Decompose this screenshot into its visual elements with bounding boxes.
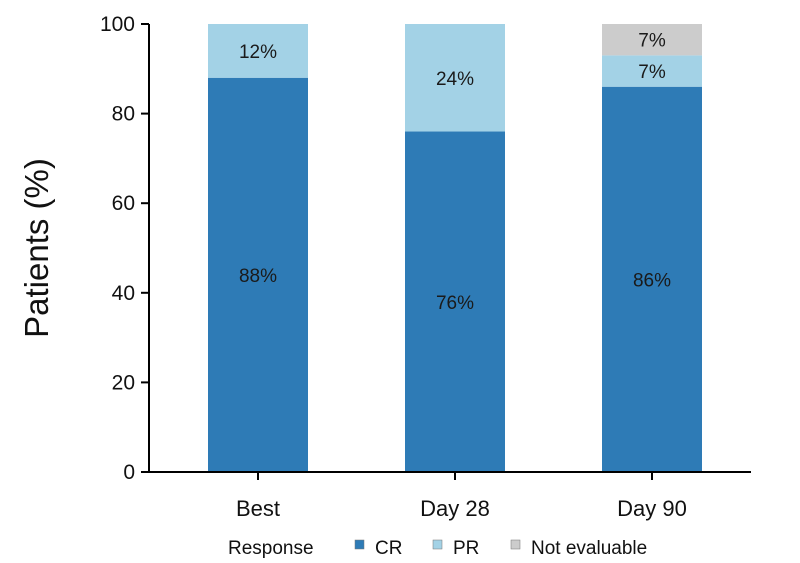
legend-title: Response <box>228 538 314 559</box>
y-tick-label: 100 <box>100 13 135 36</box>
legend-label-pr: PR <box>453 538 479 559</box>
bar-pr-best <box>208 24 308 78</box>
legend-swatch-pr <box>432 539 443 550</box>
legend: Response CR PR Not evaluable <box>228 538 647 559</box>
bar-pr-day-28 <box>405 24 505 132</box>
data-label-pr-day-28: 24% <box>436 69 474 90</box>
data-label-cr-best: 88% <box>239 266 277 287</box>
bars-layer <box>208 24 702 472</box>
axes-layer <box>148 24 751 473</box>
legend-swatch-cr <box>354 539 365 550</box>
bar-cr-day-28 <box>405 131 505 472</box>
y-axis-label: Patients (%) <box>18 158 55 338</box>
legend-label-not-evaluable: Not evaluable <box>531 538 647 559</box>
data-label-pr-day-90: 7% <box>638 62 666 83</box>
data-label-cr-day-90: 86% <box>633 270 671 291</box>
data-label-pr-best: 12% <box>239 42 277 63</box>
bar-not-evaluable-day-90 <box>602 24 702 56</box>
y-tick-label: 20 <box>112 371 135 394</box>
y-ticks-layer: 0 20 40 60 80 100 <box>100 13 149 484</box>
bar-cr-day-90 <box>602 86 702 472</box>
y-tick-label: 40 <box>112 282 135 305</box>
data-label-cr-day-28: 76% <box>436 293 474 314</box>
bar-pr-day-90 <box>602 55 702 87</box>
legend-label-cr: CR <box>375 538 402 559</box>
data-labels-layer: 88% 12% 76% 24% 86% 7% 7% <box>239 31 671 314</box>
y-tick-label: 60 <box>112 192 135 215</box>
x-tick-label-day-28: Day 28 <box>420 496 490 521</box>
y-tick-label: 0 <box>123 461 135 484</box>
x-tick-label-day-90: Day 90 <box>617 496 687 521</box>
y-tick-label: 80 <box>112 103 135 126</box>
legend-swatch-not-evaluable <box>510 539 521 550</box>
bar-cr-best <box>208 77 308 472</box>
data-label-not-evaluable-day-90: 7% <box>638 31 666 52</box>
x-ticks-layer: Best Day 28 Day 90 <box>236 472 687 521</box>
x-tick-label-best: Best <box>236 496 280 521</box>
